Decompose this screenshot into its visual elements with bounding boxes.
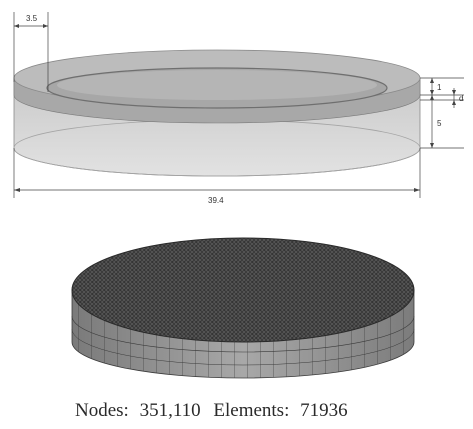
nodes-value: 351,110: [140, 400, 201, 421]
schematic-cylinder: [13, 49, 421, 177]
dim-base-height-label: 5: [437, 119, 442, 128]
dimension-arrows: [14, 24, 456, 192]
nodes-label: Nodes:: [75, 400, 129, 421]
mesh-caption: Nodes: 351,110 Elements: 71936: [75, 400, 348, 421]
mesh-side-lowline: [71, 328, 415, 366]
dim-diameter-label: 39.4: [208, 196, 224, 205]
elements-label: Elements:: [213, 400, 289, 421]
dim-offset-label: d: [459, 94, 463, 103]
elements-value: 71936: [300, 400, 348, 421]
mesh-side-midline: [71, 315, 415, 353]
dim-inset-label: 3.5: [26, 14, 38, 23]
inner-recess-highlight: [57, 70, 377, 100]
dim-top-layer-label: 1: [437, 83, 442, 92]
meshed-cylinder: [71, 237, 415, 379]
mesh-top-face: [71, 237, 415, 343]
